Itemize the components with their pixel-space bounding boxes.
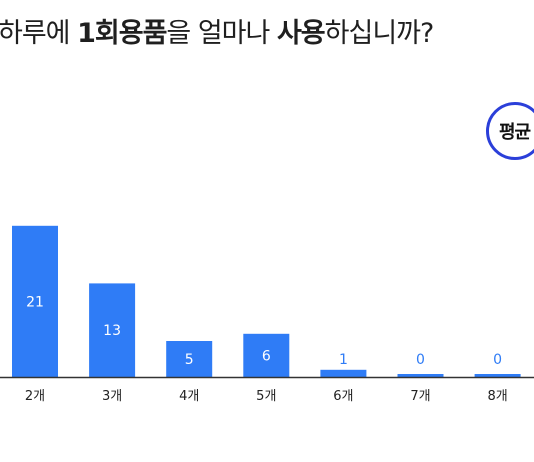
bar-7 [474, 374, 521, 377]
bar-value-label-3: 5 [185, 352, 194, 368]
bar-2 [89, 283, 136, 377]
x-tick-label-4: 5개 [256, 389, 276, 404]
title-part-4: 사용 [276, 18, 326, 49]
x-tick-label-2: 3개 [102, 389, 122, 404]
bar-6 [397, 374, 444, 377]
bar-value-label-7: 0 [493, 352, 502, 368]
bar-3 [166, 341, 213, 377]
bar-value-label-5: 1 [339, 352, 348, 368]
title-part-5: 하십니까? [324, 18, 435, 49]
x-tick-label-5: 6개 [333, 389, 353, 404]
page-title: 하루에 1회용품을 얼마나 사용하십니까? [0, 14, 435, 54]
x-tick-label-1: 2개 [25, 389, 45, 404]
bar-value-label-2: 13 [103, 323, 121, 339]
bar-value-label-1: 21 [26, 294, 44, 310]
x-tick-label-7: 8개 [487, 389, 507, 404]
bar-value-label-4: 6 [262, 348, 271, 364]
bar-1 [12, 225, 58, 377]
title-part-2: 1회용품 [77, 18, 167, 49]
bar-5 [320, 369, 367, 377]
x-tick-label-3: 4개 [179, 389, 199, 404]
bar-4 [243, 333, 290, 377]
x-tick-label-6: 7개 [410, 389, 430, 404]
title-part-1: 하루에 [0, 18, 78, 49]
bar-value-label-6: 0 [416, 352, 425, 368]
title-part-3: 을 얼마나 [166, 18, 277, 49]
average-badge: 평균 [486, 102, 534, 160]
average-badge-label: 평균 [499, 122, 531, 143]
